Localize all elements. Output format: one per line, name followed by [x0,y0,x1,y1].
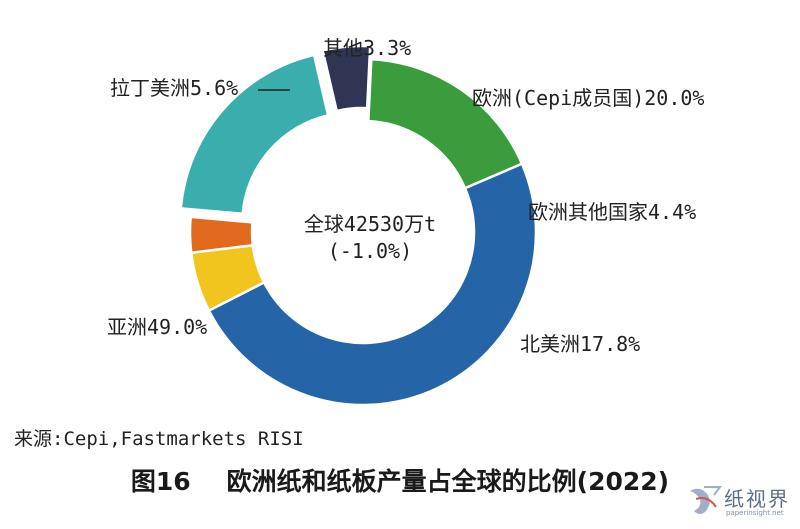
caption-number: 图16 [130,467,191,496]
center-label: 全球42530万t (-1.0%) [265,211,475,265]
slice-other [188,215,255,255]
slice-europe-cepi [179,53,330,216]
watermark-logo: 纸视界 paperinsight.net [686,481,794,523]
figure-caption: 图16 欧洲纸和纸板产量占全球的比例(2022) [0,462,800,498]
watermark-icon [690,486,722,514]
center-total: 全球42530万t [303,212,437,236]
caption-title: 欧洲纸和纸板产量占全球的比例(2022) [226,467,670,496]
source-note: 来源:Cepi,Fastmarkets RISI [14,428,304,450]
label-north-america: 北美洲17.8% [520,332,641,356]
watermark-name: 纸视界 [724,487,790,511]
label-europe-other: 欧洲其他国家4.4% [528,200,697,224]
label-europe-cepi: 欧洲(Cepi成员国)20.0% [472,86,705,110]
slice-asia [207,162,538,407]
label-latin-america: 拉丁美洲5.6% [110,76,239,100]
label-other: 其他3.3% [323,36,412,60]
slice-europe-other [321,44,372,113]
slice-north-america [367,57,524,190]
center-change: (-1.0%) [327,239,413,263]
label-asia: 亚洲49.0% [107,315,208,339]
watermark-url: paperinsight.net [726,509,784,517]
